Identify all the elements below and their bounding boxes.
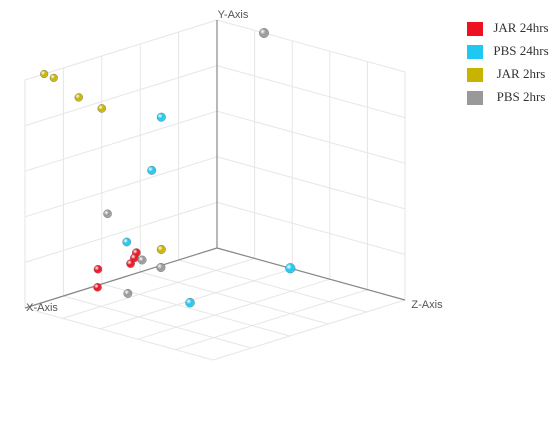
z-axis-label: Z-Axis: [411, 299, 443, 311]
data-point: [93, 265, 103, 274]
data-point: [123, 289, 133, 298]
grid-line: [101, 283, 290, 337]
data-point: [147, 165, 157, 175]
grid-line: [216, 201, 406, 255]
data-point: [156, 262, 166, 272]
grid-line: [216, 19, 406, 73]
data-point: [103, 209, 112, 219]
legend-label[interactable]: PBS 2hrs: [497, 89, 546, 104]
grid-line: [212, 299, 406, 361]
grid-line: [178, 259, 367, 313]
data-point: [97, 104, 107, 113]
x-axis: [24, 247, 218, 309]
y-axis-label: Y-Axis: [218, 9, 249, 21]
data-point: [156, 244, 166, 254]
grid-line: [24, 307, 214, 361]
grid-line: [140, 271, 329, 325]
data-point: [49, 73, 58, 82]
data-point: [93, 283, 102, 292]
grid-line: [24, 19, 218, 81]
data-point: [285, 263, 296, 274]
legend-swatch[interactable]: [467, 45, 483, 59]
grid-line: [137, 278, 330, 340]
data-point: [40, 69, 49, 79]
legend-label[interactable]: PBS 24hrs: [493, 43, 548, 58]
grid-line: [216, 110, 406, 164]
legend-swatch[interactable]: [467, 68, 483, 82]
grid-line: [24, 156, 218, 218]
grid-line: [62, 257, 255, 319]
legend-swatch[interactable]: [467, 91, 483, 105]
data-point: [156, 112, 166, 122]
legend-swatch[interactable]: [467, 22, 483, 36]
data-point: [185, 297, 195, 308]
grid-line: [24, 110, 218, 172]
legend-label[interactable]: JAR 2hrs: [497, 66, 546, 81]
legend-label[interactable]: JAR 24hrs: [493, 20, 548, 35]
grid-line: [24, 201, 218, 263]
data-point: [259, 28, 269, 38]
grid-line: [216, 65, 406, 119]
data-point: [126, 259, 135, 268]
data-point: [74, 93, 83, 102]
grid-line: [24, 65, 218, 127]
grid-line: [100, 268, 293, 330]
x-axis-label: X-Axis: [26, 302, 58, 314]
data-point: [122, 237, 132, 247]
z-axis: [216, 247, 406, 301]
grid-line: [63, 295, 252, 349]
grid-line: [216, 156, 406, 210]
grid-line: [175, 289, 368, 351]
data-point: [137, 255, 147, 265]
